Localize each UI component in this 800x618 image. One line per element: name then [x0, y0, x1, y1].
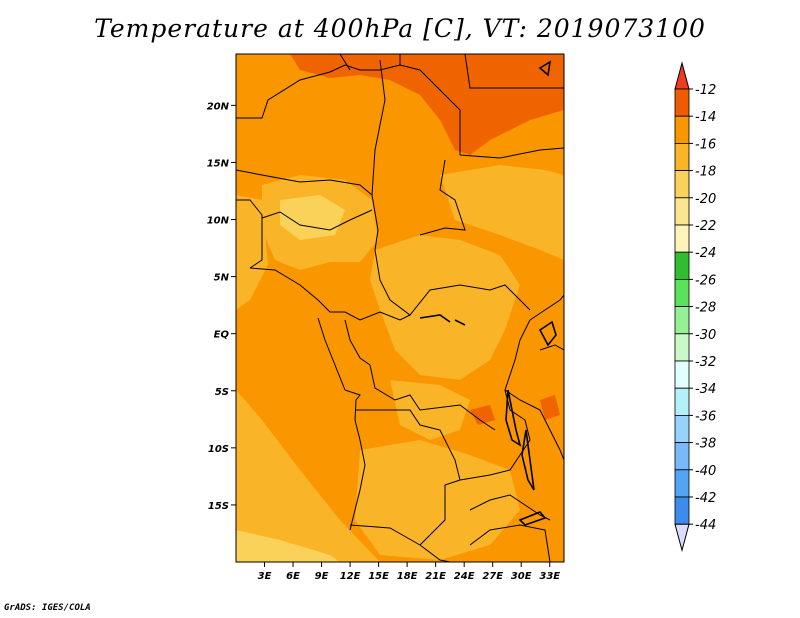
colorbar-segment [674, 306, 690, 335]
lon-tick-label: 27E [482, 571, 503, 582]
colorbar-segment [674, 170, 690, 199]
lon-tick-label: 12E [340, 571, 361, 582]
colorbar: -12 -14 -16 -18 -20 -22 -24 -26 -28 -30 -32 -34 -36 -… [674, 61, 716, 553]
field-band-m12-north [290, 54, 564, 155]
lon-tick-label: 9E [315, 571, 329, 582]
colorbar-segment [674, 224, 690, 253]
field-band-m18-patch [280, 195, 345, 240]
colorbar-segment [674, 88, 690, 117]
colorbar-label: -24 [695, 246, 716, 261]
colorbar-label: -20 [695, 192, 716, 207]
colorbar-segment [674, 496, 690, 525]
lon-tick-label: 24E [454, 571, 475, 582]
map-frame [235, 53, 565, 563]
lat-tick-label: 10S [208, 444, 229, 455]
colorbar-label: -14 [695, 110, 716, 125]
map-title: Temperature at 400hPa [C], VT: 201907310… [94, 14, 706, 43]
lat-tick-label: 5S [215, 387, 229, 398]
lat-tick-label: 15N [207, 158, 230, 169]
field-band-m12-spot [470, 395, 560, 425]
colorbar-top-arrow [674, 61, 690, 90]
colorbar-segment [674, 414, 690, 443]
colorbar-label: -22 [695, 219, 716, 234]
field-band-m16-west [236, 195, 380, 562]
lon-tick-label: 6E [286, 571, 300, 582]
colorbar-label: -38 [695, 437, 716, 452]
colorbar-label: -44 [695, 518, 716, 533]
colorbar-label: -34 [695, 382, 716, 397]
lon-tick-label: 3E [258, 571, 272, 582]
lat-tick-label: 15S [208, 501, 229, 512]
longitude-axis: 3E 6E 9E 12E 15E 18E 21E 24E 27E 30E 33E [258, 562, 560, 582]
lon-tick-label: 30E [511, 571, 532, 582]
colorbar-label: -12 [695, 83, 716, 98]
colorbar-segment [674, 115, 690, 144]
lat-tick-label: 20N [207, 101, 230, 112]
colorbar-segment [674, 278, 690, 307]
colorbar-segment [674, 360, 690, 389]
lat-tick-label: 5N [214, 273, 230, 284]
lat-tick-label: 10N [207, 216, 230, 227]
lat-tick-label: EQ [214, 330, 230, 341]
colorbar-label: -36 [695, 409, 716, 424]
lakes [419, 60, 557, 526]
colorbar-segment [674, 387, 690, 416]
grads-credit: GrADS: IGES/COLA [4, 603, 91, 613]
latitude-axis: 20N 15N 10N 5N EQ 5S 10S 15S [207, 101, 236, 512]
lon-tick-label: 15E [368, 571, 389, 582]
colorbar-label: -30 [695, 328, 716, 343]
colorbar-label: -18 [695, 165, 716, 180]
colorbar-segment [674, 333, 690, 362]
lon-tick-label: 18E [397, 571, 418, 582]
field-band-m18-southwest [236, 530, 340, 562]
field-band-m16-south [355, 440, 520, 560]
colorbar-label: -26 [695, 273, 716, 288]
colorbar-label: -16 [695, 137, 716, 152]
field-band-m16-car [370, 235, 520, 380]
colorbar-label: -28 [695, 301, 716, 316]
colorbar-label: -40 [695, 464, 716, 479]
country-borders [236, 54, 564, 562]
colorbar-segment [674, 251, 690, 280]
colorbar-segment [674, 197, 690, 226]
lon-tick-label: 21E [425, 571, 446, 582]
colorbar-segment [674, 442, 690, 471]
colorbar-segment [674, 469, 690, 498]
field-band-m16-east [440, 165, 564, 260]
lon-tick-label: 33E [539, 571, 560, 582]
colorbar-label: -32 [695, 355, 716, 370]
temperature-field [236, 54, 564, 562]
colorbar-bottom-arrow [674, 523, 690, 553]
colorbar-label: -42 [695, 491, 716, 506]
colorbar-segment [674, 142, 690, 171]
